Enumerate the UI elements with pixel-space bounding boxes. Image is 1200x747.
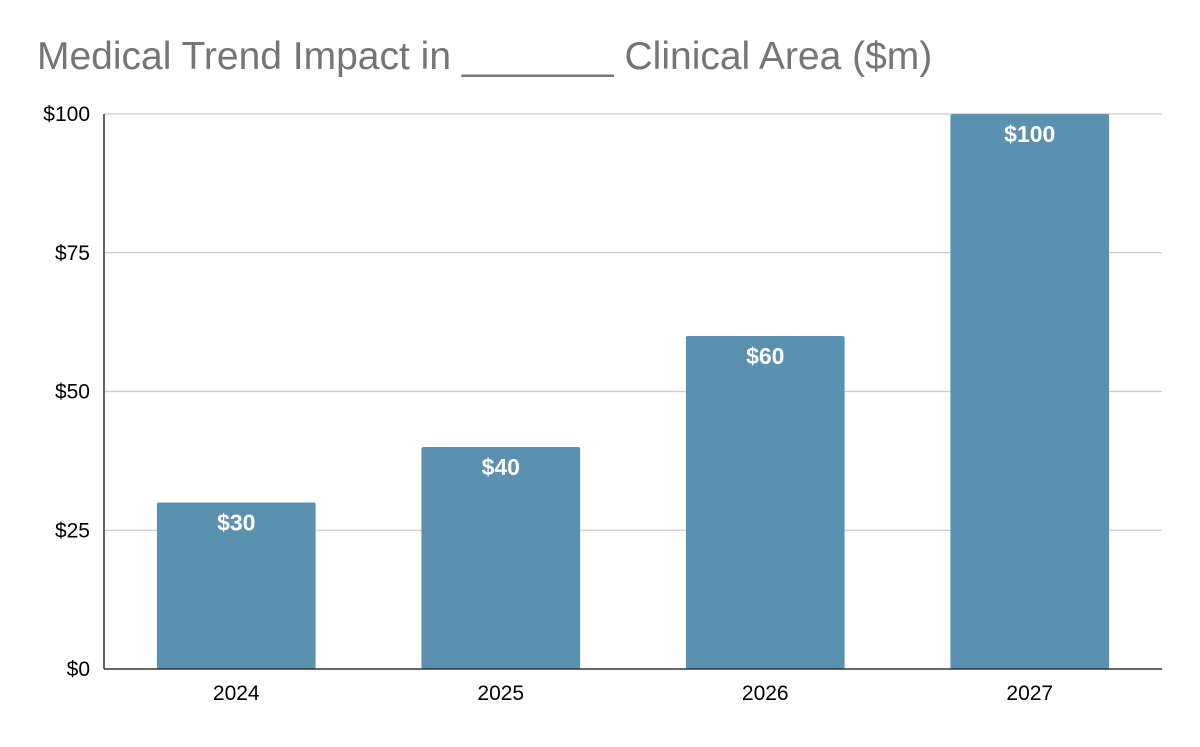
bar xyxy=(421,447,581,669)
bar xyxy=(950,114,1110,669)
bar-value-label: $30 xyxy=(217,510,255,536)
labels: $0 $25 $50 $75 $100 $30 2024 $40 2025 $60 2026 $100… xyxy=(43,103,1055,705)
bar xyxy=(156,502,316,669)
y-tick-label: $75 xyxy=(55,242,90,265)
x-tick-label: 2024 xyxy=(213,682,260,705)
chart-title: Medical Trend Impact in _______ Clinical… xyxy=(37,35,932,78)
axes xyxy=(103,114,1162,670)
x-tick-label: 2025 xyxy=(477,682,524,705)
y-tick-label: $0 xyxy=(67,658,90,681)
y-tick-label: $50 xyxy=(55,381,90,404)
x-tick-label: 2026 xyxy=(742,682,789,705)
bar xyxy=(685,336,845,669)
bars xyxy=(156,114,1110,669)
bar-value-label: $100 xyxy=(1004,121,1055,147)
bar-value-label: $60 xyxy=(746,343,784,369)
x-tick-label: 2027 xyxy=(1006,682,1053,705)
y-tick-label: $100 xyxy=(43,103,90,126)
bar-value-label: $40 xyxy=(482,454,520,480)
y-tick-label: $25 xyxy=(55,519,90,542)
